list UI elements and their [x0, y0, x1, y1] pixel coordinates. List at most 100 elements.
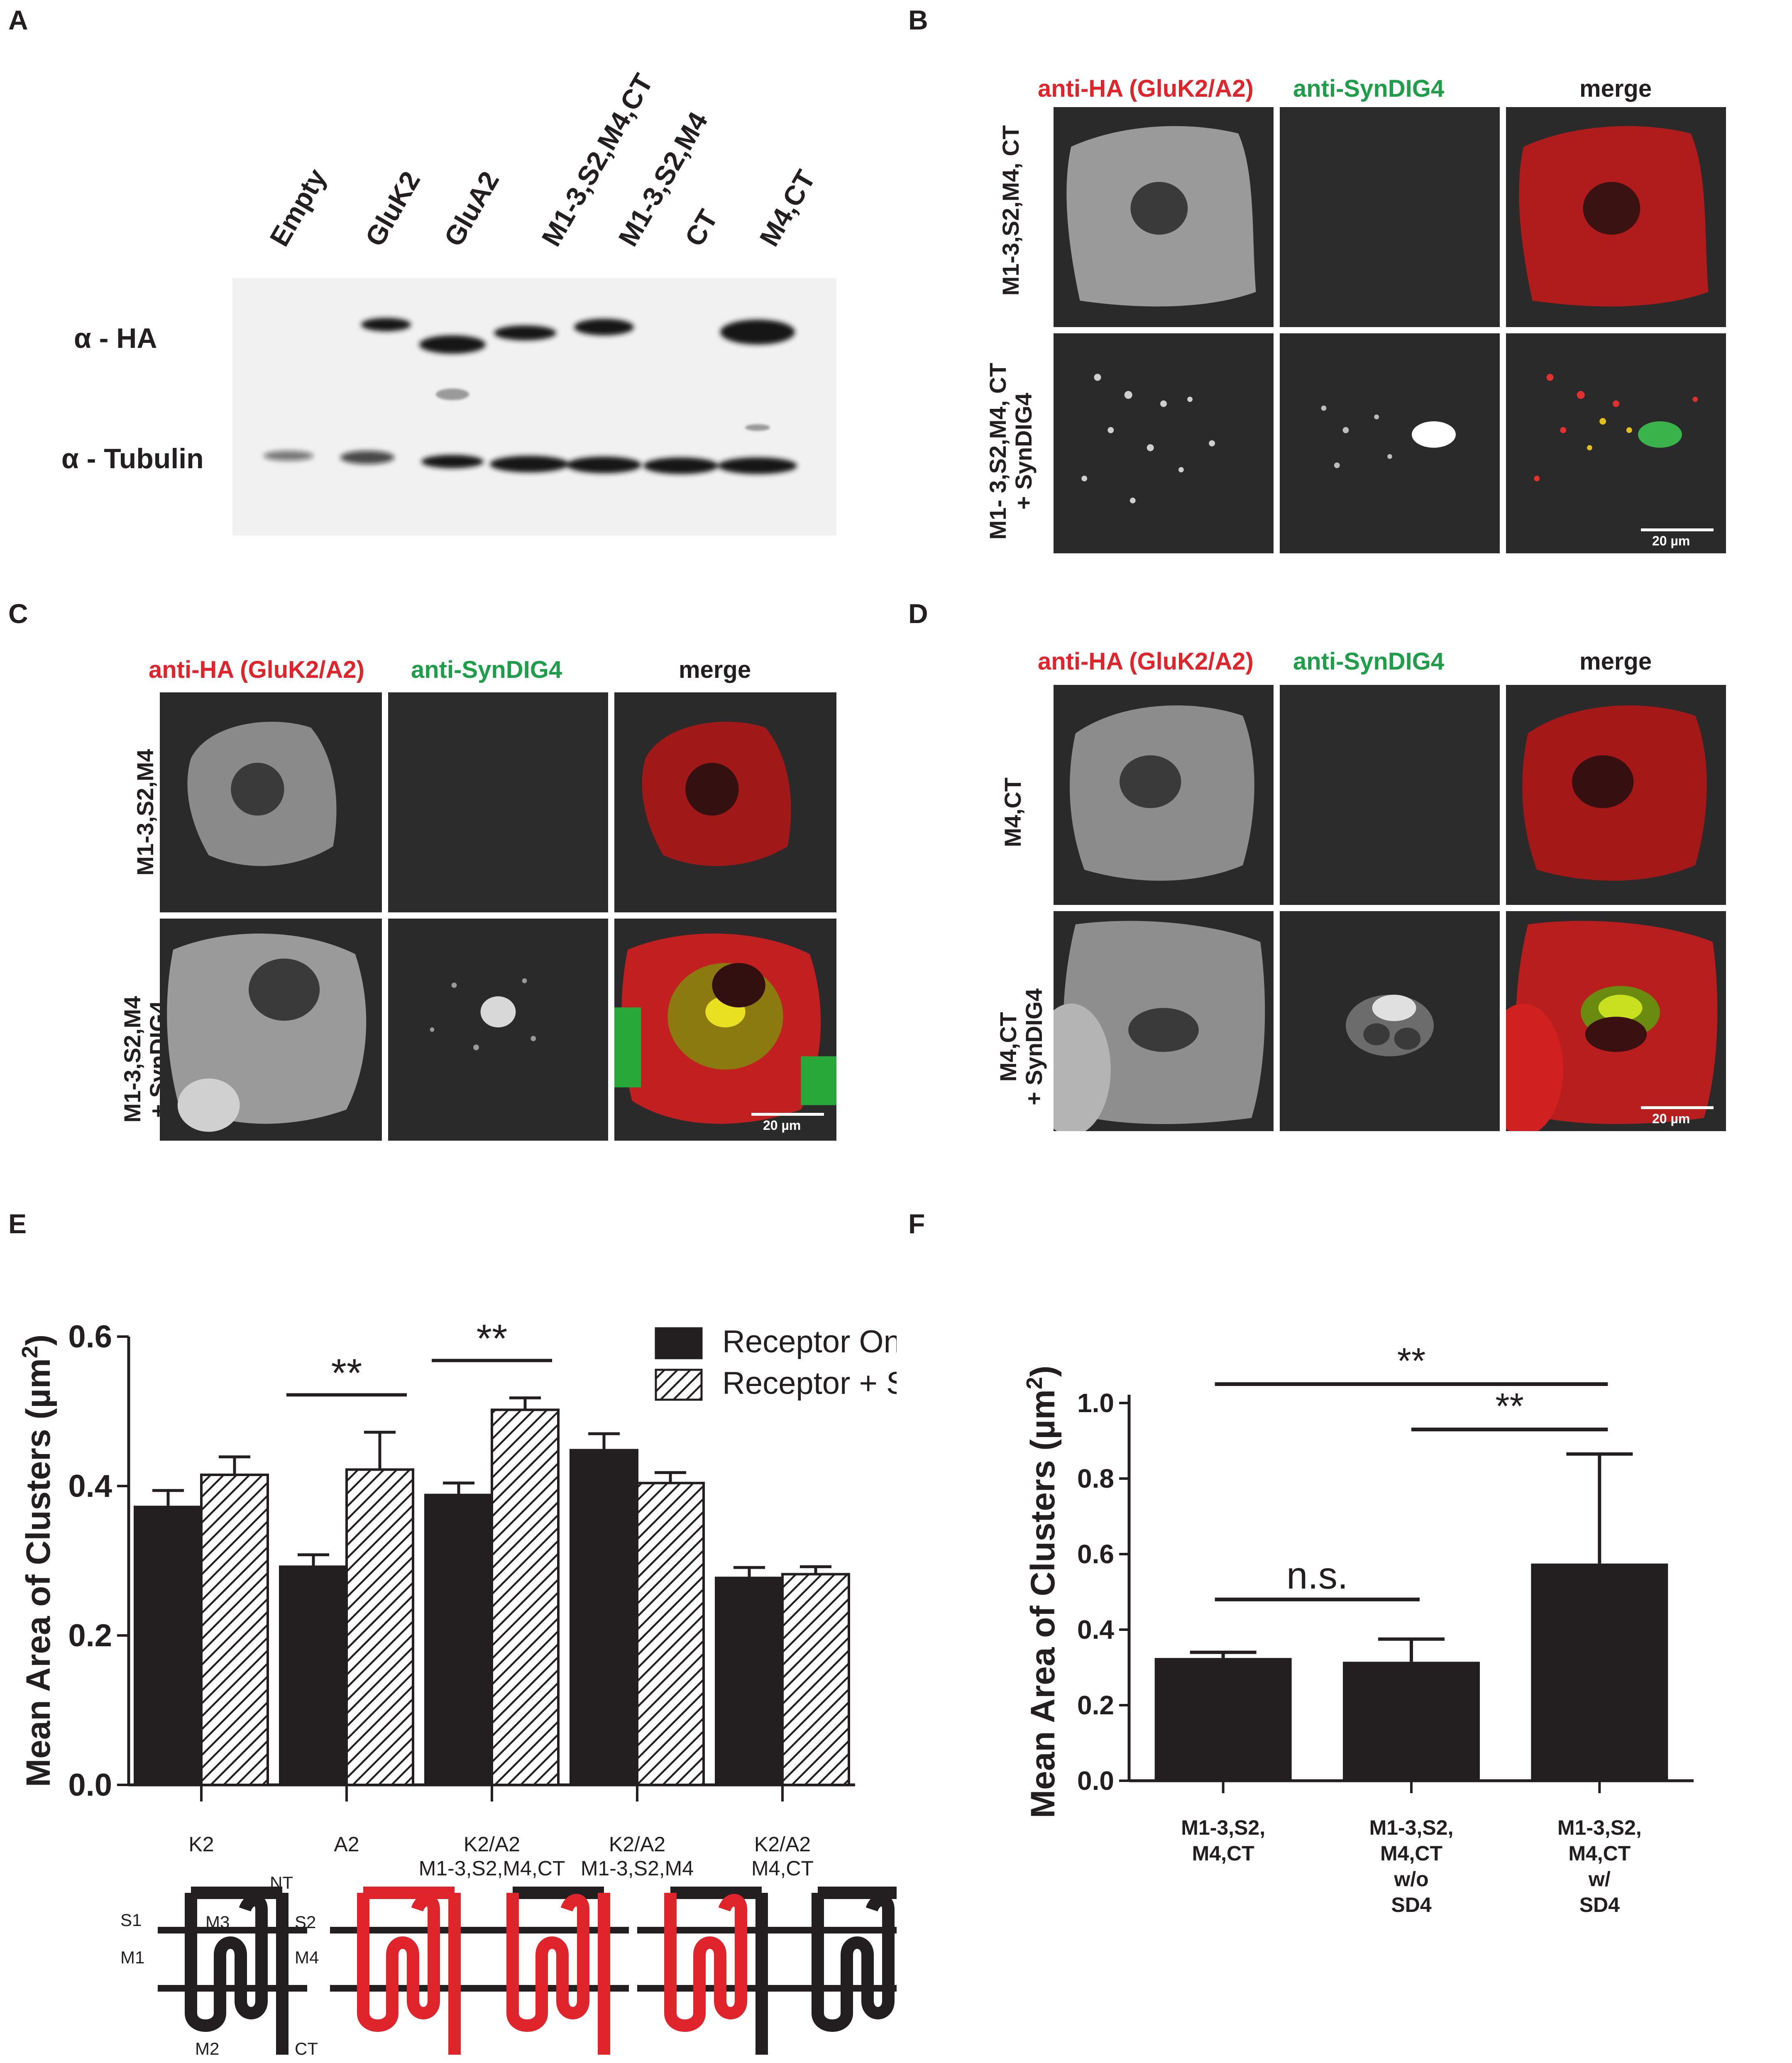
e-receptor-topology-icon [330, 1887, 479, 2055]
d-micro-syndig4-control [1280, 685, 1500, 905]
b-title-anti-ha: anti-HA (GluK2/A2) [1038, 75, 1254, 102]
e-legend-label: Receptor Only [722, 1324, 897, 1359]
e-y-tick-label: 0.4 [68, 1469, 112, 1504]
e-x-tick-label: K2 [188, 1833, 214, 1856]
c-scale-bar [751, 1113, 824, 1116]
f-x-tick-label: SD4 [1579, 1893, 1620, 1916]
panel-e-label: E [8, 1208, 27, 1239]
blot-row-label-tubulin: α - Tubulin [61, 443, 204, 474]
d-row2-label-line1: M4,CT [995, 1012, 1021, 1082]
c-title-anti-ha: anti-HA (GluK2/A2) [149, 656, 364, 683]
c-row2-label-line1: M1-3,S2,M4 [119, 996, 145, 1123]
b-micro-syndig4-control [1280, 107, 1500, 327]
e-y-tick-label: 0.2 [68, 1618, 112, 1653]
c-title-anti-syndig4: anti-SynDIG4 [411, 656, 562, 683]
c-title-merge: merge [679, 656, 751, 683]
western-blot-image [232, 278, 836, 535]
e-topology-label: M1 [120, 1948, 144, 1967]
e-x-tick-label: K2/A2 [464, 1833, 520, 1856]
b-scale-bar [1641, 528, 1714, 531]
e-topology-label: NT [270, 1873, 293, 1892]
f-x-tick-label: SD4 [1391, 1893, 1431, 1916]
s2-loop [861, 1894, 895, 2019]
blot-lane-label: GluK2 [359, 166, 426, 252]
m2-m3-loop [664, 1936, 726, 2032]
e-significance-label: ** [331, 1351, 362, 1395]
e-bar-receptor-only [570, 1449, 638, 1787]
c-micro-syndig4-syndig4 [388, 919, 608, 1141]
e-legend-swatch [655, 1327, 703, 1359]
d-row2-label-line2: + SynDIG4 [1021, 988, 1047, 1105]
d-title-merge: merge [1579, 648, 1652, 675]
e-topology-label: S1 [120, 1910, 142, 1930]
d-title-anti-ha: anti-HA (GluK2/A2) [1038, 648, 1254, 675]
e-topology-label: CT [295, 2039, 318, 2058]
e-bar-receptor-sd4 [636, 1481, 705, 1786]
blot-lane-label: CT [679, 204, 724, 252]
blot-lane-label: M4,CT [753, 165, 821, 252]
b-scale-label: 20 µm [1652, 533, 1690, 548]
e-bar-receptor-sd4 [781, 1573, 850, 1787]
s2-loop [714, 1894, 747, 2019]
f-y-tick-label: 0.6 [1077, 1539, 1114, 1569]
d-micro-merge-syndig4: 20 µm [1506, 911, 1726, 1131]
chart-f: 0.0 0.2 0.4 0.6 0.8 1.0 Mean Area of Clusters … [1022, 1340, 1694, 1916]
e-bar-receptor-sd4 [491, 1408, 560, 1786]
f-x-tick-label: w/ [1588, 1867, 1611, 1891]
e-legend-label: Receptor + SD4 [722, 1366, 897, 1401]
e-receptor-topology-icon [785, 1887, 897, 2032]
e-x-tick-label: K2/A2 [754, 1833, 811, 1856]
m2-m3-loop [506, 1936, 569, 2032]
b-row2-label-line1: M1- 3,S2,M4, CT [985, 362, 1011, 540]
s2-loop [235, 1894, 268, 2019]
f-x-tick-label: w/o [1394, 1867, 1428, 1891]
b-title-merge: merge [1579, 75, 1652, 102]
c-row1-label: M1-3,S2,M4 [132, 749, 158, 876]
panel-c-label: C [8, 598, 28, 629]
blot-row-label-ha: α - HA [74, 323, 157, 354]
f-x-tick-label: M1-3,S2, [1369, 1816, 1454, 1839]
e-receptor-topology-icon [479, 1887, 629, 2055]
f-bar [1343, 1662, 1480, 1781]
c-micro-syndig4-control [388, 692, 608, 912]
d-title-anti-syndig4: anti-SynDIG4 [1293, 648, 1445, 675]
f-y-axis-title: Mean Area of Clusters (µm2) [1022, 1366, 1062, 1818]
e-receptor-topology-icon [158, 1887, 307, 2055]
b-row2-label: M1- 3,S2,M4, CT + SynDIG4 [985, 339, 1037, 563]
e-x-tick-label: M1-3,S2,M4 [581, 1857, 694, 1880]
e-x-tick-label: M4,CT [751, 1857, 814, 1880]
f-y-tick-label: 0.8 [1077, 1464, 1114, 1493]
e-topology-label: M4 [295, 1948, 319, 1967]
d-scale-label: 20 µm [1652, 1111, 1690, 1126]
c-scale-label: 20 µm [763, 1118, 801, 1133]
e-x-tick-label: A2 [334, 1833, 359, 1856]
f-x-tick-label: M4,CT [1380, 1842, 1442, 1865]
b-micro-syndig4-syndig4 [1280, 333, 1500, 553]
f-x-tick-label: M4,CT [1192, 1842, 1254, 1865]
f-significance-label: n.s. [1286, 1555, 1348, 1597]
e-y-axis-title: Mean Area of Clusters (µm2) [17, 1335, 57, 1787]
e-bar-receptor-only [424, 1493, 493, 1786]
d-scale-bar [1641, 1106, 1714, 1109]
d-row1-label: M4,CT [1000, 777, 1026, 847]
chart-e: 0.0 0.2 0.4 0.6 Mean Area of Clusters (µm2) K… [17, 1317, 897, 2058]
f-y-tick-label: 0.4 [1077, 1615, 1114, 1645]
s2-loop [407, 1894, 440, 2019]
e-y-tick-label: 0.0 [68, 1767, 112, 1803]
b-row1-label: M1-3,S2,M4, CT [997, 125, 1024, 296]
f-x-tick-label: M1-3,S2, [1181, 1816, 1265, 1839]
c-micro-ha-control [160, 692, 382, 912]
f-significance-label: ** [1495, 1386, 1524, 1427]
e-topology-label: M2 [195, 2039, 219, 2058]
s2-loop [556, 1894, 589, 2019]
f-x-tick-label: M1-3,S2, [1557, 1816, 1642, 1839]
m2-m3-loop [357, 1936, 419, 2032]
d-micro-merge-control [1506, 685, 1726, 905]
f-bar [1531, 1563, 1668, 1781]
d-row2-label: M4,CT + SynDIG4 [995, 978, 1047, 1115]
e-topology-label: S2 [295, 1912, 316, 1932]
f-bar [1154, 1658, 1292, 1781]
b-micro-ha-control [1054, 107, 1274, 327]
e-x-tick-label: K2/A2 [609, 1833, 665, 1856]
e-bar-receptor-only [279, 1565, 348, 1786]
